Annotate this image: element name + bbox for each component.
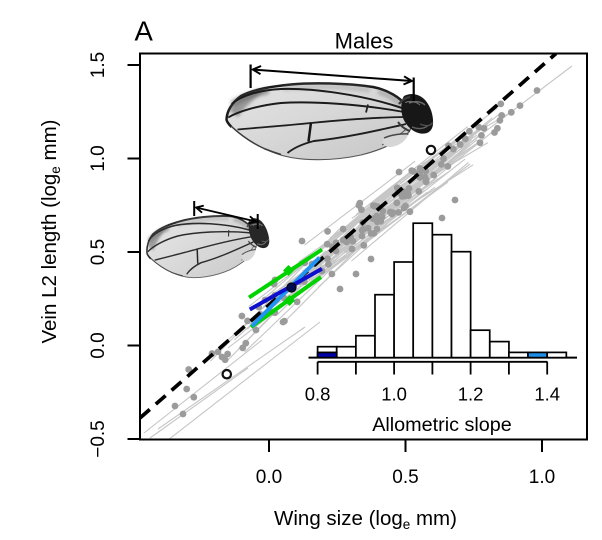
- svg-text:Allometric slope: Allometric slope: [372, 414, 512, 436]
- svg-text:0.5: 0.5: [392, 467, 418, 488]
- svg-text:1.5: 1.5: [88, 52, 109, 78]
- svg-text:0.0: 0.0: [256, 467, 282, 488]
- svg-text:A: A: [135, 16, 154, 47]
- svg-text:0.0: 0.0: [88, 332, 109, 358]
- svg-text:0.8: 0.8: [305, 384, 331, 405]
- svg-text:1.0: 1.0: [381, 384, 407, 405]
- svg-text:0.5: 0.5: [88, 239, 109, 265]
- svg-text:1.0: 1.0: [529, 467, 555, 488]
- svg-text:1.0: 1.0: [88, 145, 109, 171]
- svg-text:1.4: 1.4: [534, 384, 560, 405]
- svg-text:Wing size (loge mm): Wing size (loge mm): [274, 507, 457, 532]
- svg-text:1.2: 1.2: [458, 384, 484, 405]
- svg-text:Males: Males: [335, 29, 394, 54]
- svg-text:−0.5: −0.5: [88, 420, 109, 458]
- svg-text:Vein L2 length (loge mm): Vein L2 length (loge mm): [38, 119, 63, 343]
